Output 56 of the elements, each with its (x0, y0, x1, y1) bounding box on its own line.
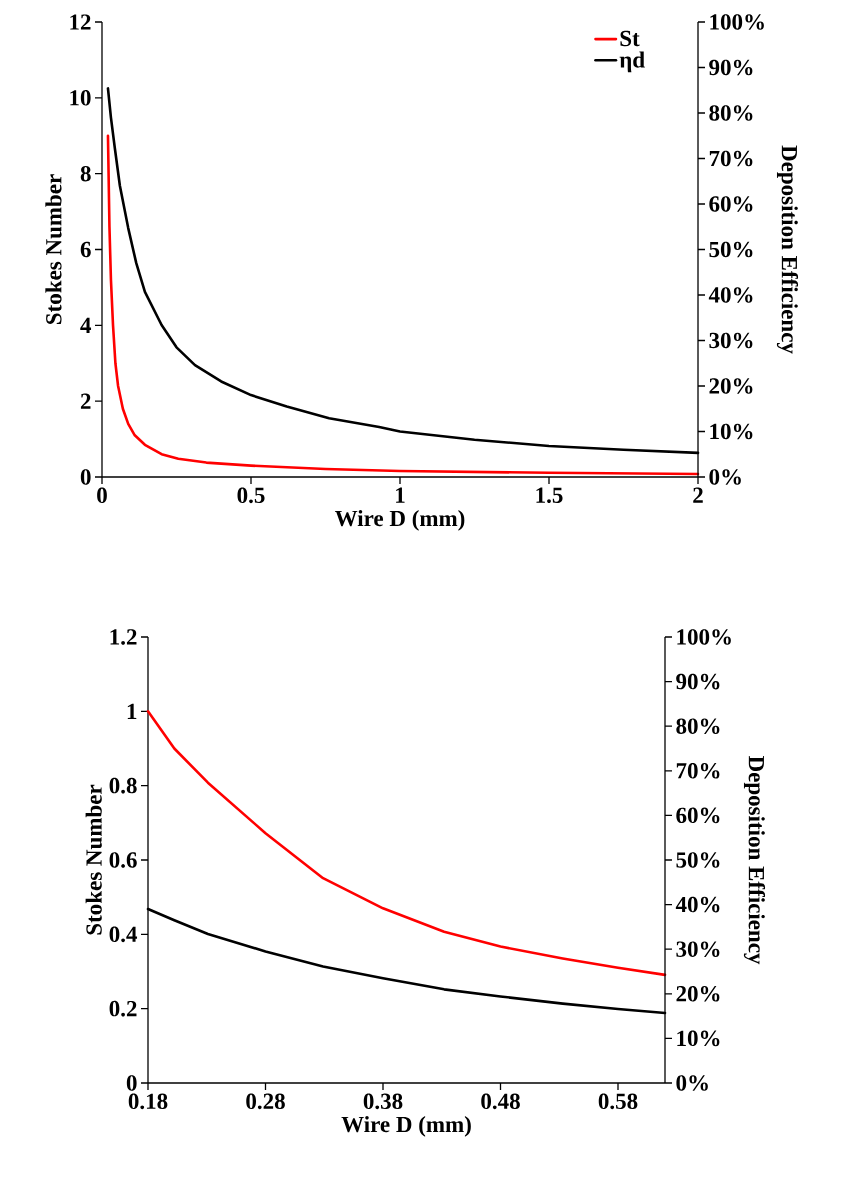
y-tick-label: 6 (80, 241, 91, 258)
x-tick-label: 1.5 (536, 487, 563, 504)
y2-tick-label: 10% (710, 423, 753, 440)
y-tick-label: 4 (80, 317, 92, 333)
y2-axis-title: Deposition Efficiency (776, 145, 799, 354)
y2-tick-label: 30% (709, 332, 753, 349)
y-tick-label: 10 (70, 90, 91, 106)
y2-tick-label: 90% (676, 673, 720, 690)
y2-tick-label: 70% (676, 762, 720, 779)
x-tick-label: 0.18 (128, 1093, 168, 1110)
y-tick-label: 8 (80, 165, 91, 182)
y-tick-label: 0.4 (109, 926, 138, 943)
x-tick-label: 0 (97, 487, 107, 504)
y-tick-label: 2 (80, 393, 91, 409)
y-tick-label: 0.2 (109, 1000, 137, 1017)
y2-tick-label: 40% (708, 287, 753, 303)
line-series (146, 710, 667, 977)
x-tick-label: 0.58 (598, 1093, 638, 1110)
y2-tick-label: 0% (709, 469, 741, 485)
x-tick-label: 0.5 (237, 487, 265, 504)
x-axis-title: Wire D (mm) (341, 1116, 471, 1137)
x-tick-label: 0.28 (246, 1093, 285, 1110)
y2-tick-label: 20% (676, 985, 720, 1002)
x-tick-label: 0.38 (363, 1093, 403, 1110)
y2-tick-label: 60% (676, 807, 720, 824)
y-tick-label: 0.8 (109, 777, 137, 794)
y2-tick-label: 80% (676, 718, 720, 734)
y2-tick-label: 40% (675, 896, 720, 913)
x-tick-label: 2 (693, 487, 703, 503)
y-tick-label: 1.2 (110, 629, 137, 645)
line-series (106, 134, 700, 476)
y2-tick-label: 60% (709, 196, 753, 212)
y2-tick-label: 20% (709, 378, 753, 394)
y2-tick-label: 10% (677, 1030, 720, 1047)
y-axis-title: Stokes Number (45, 174, 62, 324)
y2-tick-label: 30% (676, 941, 720, 957)
y2-tick-label: 100% (677, 629, 731, 645)
y-tick-label: 1 (127, 703, 137, 719)
y-tick-label: 0 (126, 1075, 137, 1091)
y2-tick-label: 50% (709, 241, 753, 258)
y2-tick-label: 80% (709, 105, 753, 121)
y2-tick-label: 70% (709, 150, 753, 167)
y-tick-label: 0 (80, 469, 91, 485)
x-tick-label: 0.48 (481, 1093, 520, 1110)
y-axis-title: Stokes Number (85, 784, 102, 935)
x-tick-label: 1 (396, 487, 405, 503)
legend-label: ηd (619, 51, 645, 73)
x-axis-title: Wire D (mm) (334, 510, 465, 531)
y-tick-label: 0.6 (109, 852, 137, 868)
y2-tick-label: 0% (676, 1075, 708, 1091)
y2-tick-label: 100% (710, 14, 764, 30)
y2-tick-label: 90% (709, 59, 753, 76)
legend-label: St (620, 30, 640, 47)
y-tick-label: 12 (70, 14, 91, 30)
y2-axis-title: Deposition Efficiency (743, 755, 766, 965)
y2-tick-label: 50% (676, 852, 720, 868)
